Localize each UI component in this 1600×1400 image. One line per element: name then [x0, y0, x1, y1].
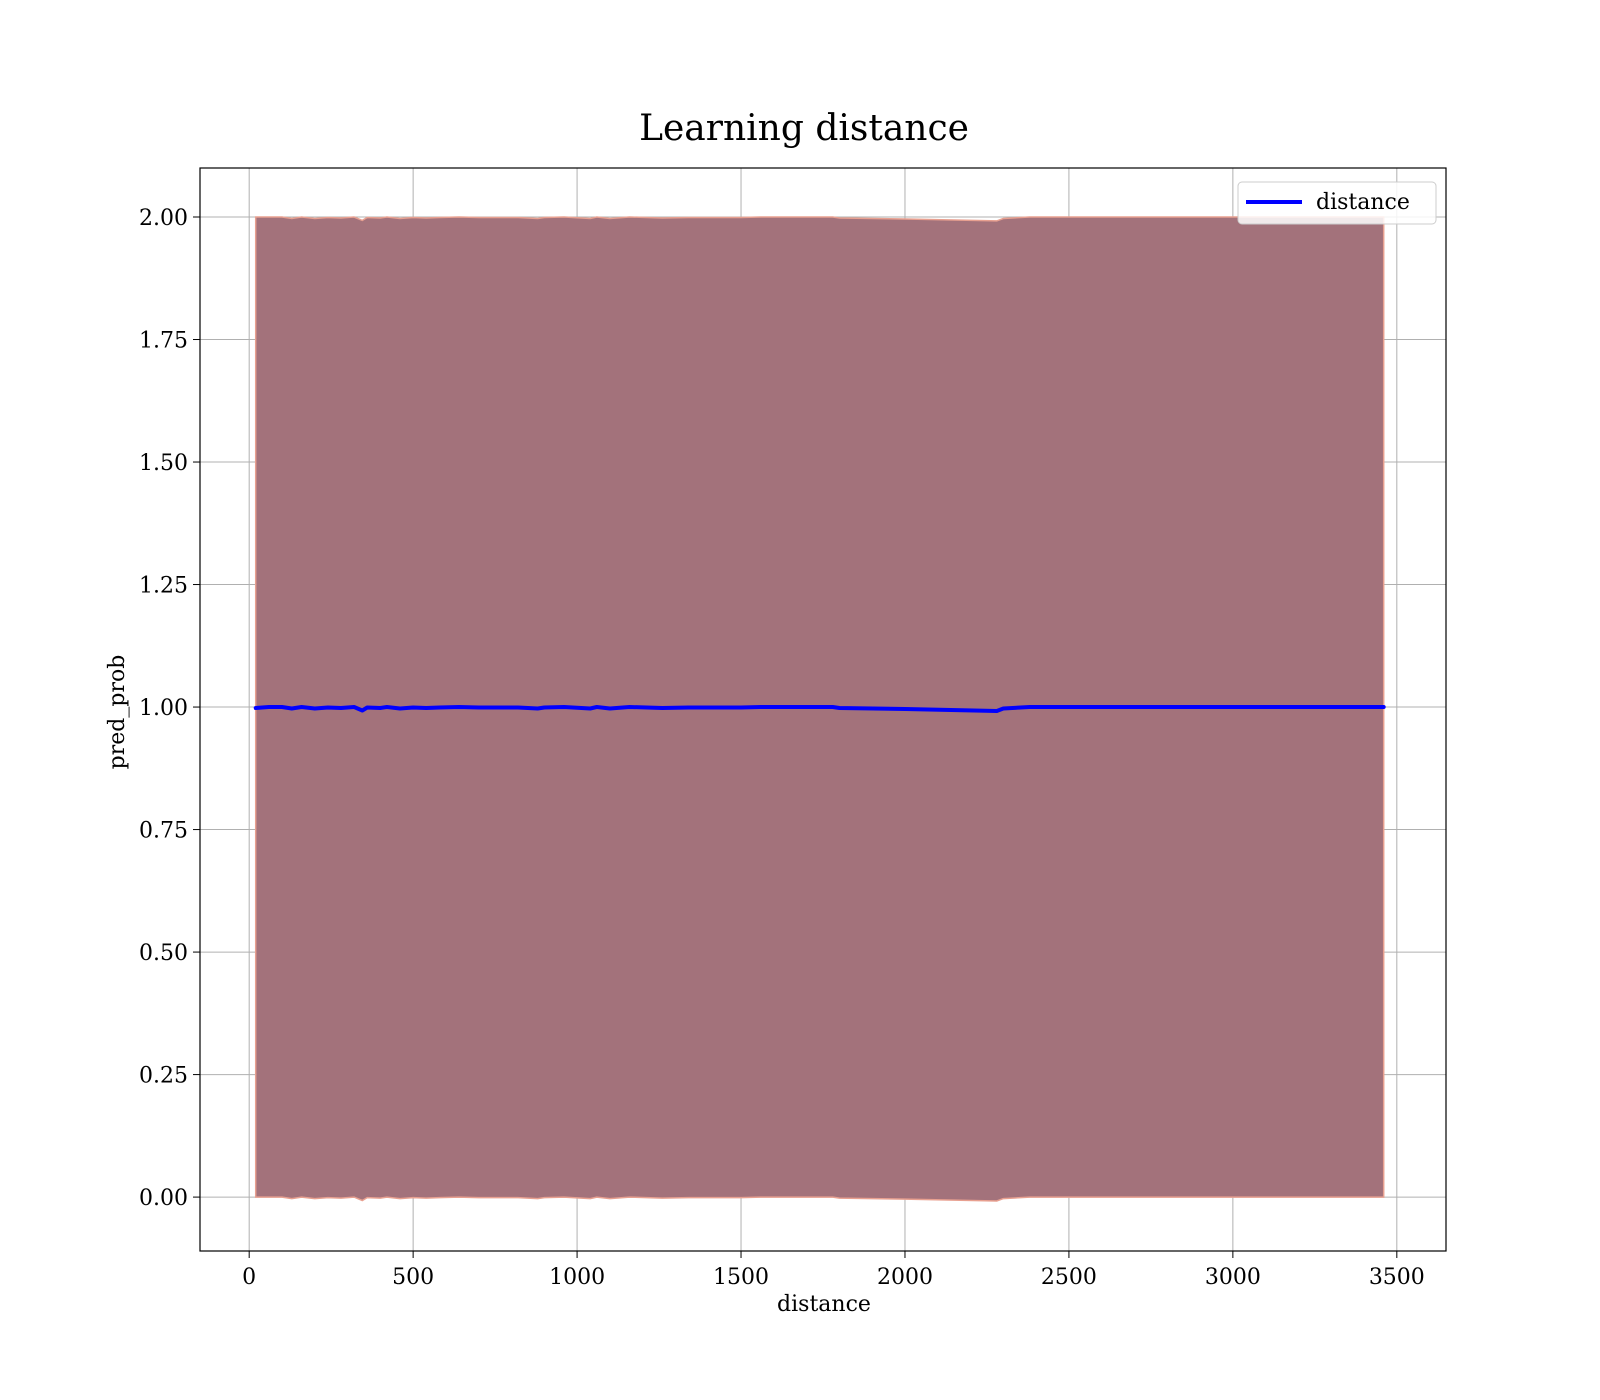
chart-title: Learning distance: [639, 108, 969, 149]
x-tick-label: 1000: [549, 1265, 605, 1290]
y-tick-label: 0.50: [139, 941, 188, 966]
x-axis-ticks: 0 500 1000 1500 2000 2500 3000 3500: [242, 1251, 1425, 1290]
y-tick-label: 1.50: [139, 451, 188, 476]
y-tick-label: 0.75: [139, 819, 188, 844]
x-tick-label: 500: [392, 1265, 434, 1290]
y-tick-label: 1.25: [139, 574, 188, 599]
x-tick-label: 2500: [1041, 1265, 1097, 1290]
series-line-layer: [253, 705, 1386, 713]
legend: distance: [1237, 181, 1437, 225]
x-tick-label: 3000: [1205, 1265, 1261, 1290]
y-tick-label: 0.00: [139, 1186, 188, 1211]
x-tick-label: 0: [242, 1265, 256, 1290]
y-tick-label: 0.25: [139, 1064, 188, 1089]
plot-area: 0 500 1000 1500 2000 2500 3000 3500 0.00 0.25 0.5…: [139, 167, 1447, 1290]
x-axis-label: distance: [777, 1292, 871, 1317]
y-tick-label: 1.00: [139, 696, 188, 721]
y-tick-label: 2.00: [139, 206, 188, 231]
y-axis-label: pred_prob: [105, 655, 130, 770]
y-axis-ticks: 0.00 0.25 0.50 0.75 1.00 1.25 1.50 1.75 2.00: [139, 206, 200, 1211]
x-tick-label: 1500: [713, 1265, 769, 1290]
y-tick-label: 1.75: [139, 329, 188, 354]
x-tick-label: 3500: [1369, 1265, 1425, 1290]
axes-frame: [199, 167, 1447, 1252]
x-tick-label: 2000: [877, 1265, 933, 1290]
series-line-distance: [253, 705, 1386, 713]
legend-box: [1237, 181, 1437, 225]
legend-label: distance: [1316, 190, 1410, 215]
